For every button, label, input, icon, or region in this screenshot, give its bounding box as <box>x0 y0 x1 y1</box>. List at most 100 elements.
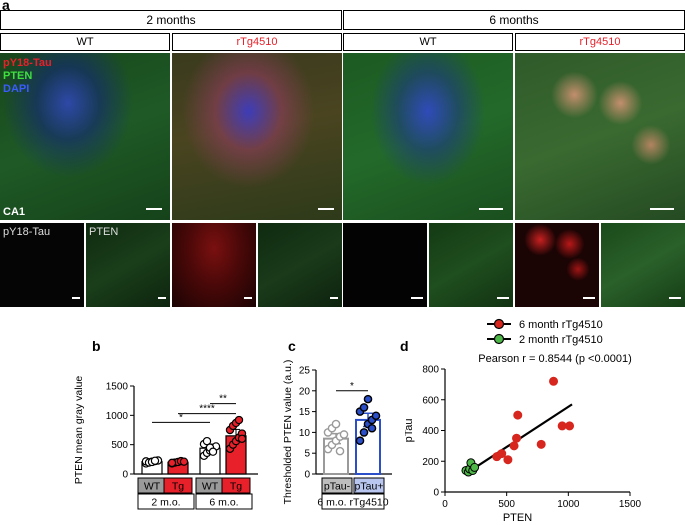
scale-bar <box>72 297 80 299</box>
y-tick-label: 600 <box>422 395 439 406</box>
micrograph-rtg-2m-merge <box>172 53 342 220</box>
age-header-2-months: 2 months <box>0 10 342 30</box>
y-tick-label: 5 <box>304 449 310 460</box>
category-label: pTau+ <box>355 481 384 493</box>
data-point <box>335 446 345 456</box>
micrograph-wt-2m-pten <box>86 223 170 307</box>
x-tick-label: 1500 <box>619 499 642 510</box>
data-point <box>331 419 341 429</box>
panel-d-label: d <box>400 338 409 354</box>
y-tick-label: 25 <box>299 366 311 377</box>
significance-label: **** <box>199 404 215 415</box>
micrograph-wt-6m-merge <box>343 53 513 220</box>
x-tick-label: 1000 <box>557 499 580 510</box>
y-axis-label: PTEN mean gray value <box>73 376 85 485</box>
micrograph-rtg-6m-pten <box>601 223 685 307</box>
scale-bar <box>411 297 423 299</box>
data-point <box>359 428 369 437</box>
scale-bar <box>479 208 503 210</box>
y-tick-label: 10 <box>299 428 311 439</box>
micrograph-rtg-6m-py18 <box>515 223 599 307</box>
group-label: 6 m.o. <box>209 497 238 509</box>
data-point <box>208 447 218 456</box>
y-tick-label: 200 <box>422 457 439 468</box>
data-point <box>367 423 377 433</box>
channel-label-py18: pY18-Tau <box>3 57 52 69</box>
legend-marker <box>493 318 505 330</box>
category-box <box>221 477 251 494</box>
group-box <box>195 493 253 510</box>
x-tick-label: 0 <box>442 499 448 510</box>
chart-c: 0 5 10 15 20 25 Thresholded PTEN value (a.u.) *… <box>282 360 392 510</box>
panel-a-label: a <box>2 0 10 13</box>
group-label: 6 m.o. rTg4510 <box>317 497 388 509</box>
genotype-header-rtg-6m: rTg4510 <box>515 33 685 51</box>
scale-bar <box>669 297 681 299</box>
scale-bar <box>650 208 674 210</box>
genotype-header-rtg-2m: rTg4510 <box>172 33 342 51</box>
split-label-py18: pY18-Tau <box>3 226 51 238</box>
genotype-header-wt-2m: WT <box>0 33 170 51</box>
scale-bar <box>146 208 162 210</box>
legend-label: 6 month rTg4510 <box>519 319 603 331</box>
micrograph-rtg-2m-pten <box>258 223 342 307</box>
data-point <box>359 403 369 412</box>
category-box <box>353 477 385 494</box>
panel-c-label: c <box>288 338 296 354</box>
micrograph-wt-6m-py18 <box>343 223 427 307</box>
annotation: Pearson r = 0.8544 (p <0.0001) <box>478 353 632 365</box>
y-tick-label: 400 <box>422 426 439 437</box>
category-label: Tg <box>172 481 184 493</box>
scale-bar <box>158 297 166 299</box>
micrograph-rtg-2m-py18 <box>172 223 256 307</box>
group-box <box>137 493 195 510</box>
data-point <box>237 434 247 444</box>
chart-d: 6 month rTg4510 2 month rTg4510 Pearson r … <box>405 318 642 524</box>
micrograph-rtg-6m-merge <box>515 53 685 220</box>
significance-label: * <box>350 381 354 392</box>
significance-label: * <box>179 412 183 423</box>
significance-label: ** <box>219 394 227 405</box>
scale-bar <box>497 297 509 299</box>
data-point <box>503 455 513 465</box>
y-axis-label: pTau <box>405 419 415 443</box>
data-point <box>371 411 381 421</box>
category-label: WT <box>202 481 219 493</box>
data-point <box>234 415 244 425</box>
genotype-header-wt-6m: WT <box>343 33 513 51</box>
scale-bar <box>244 297 252 299</box>
channel-label-pten: PTEN <box>3 70 33 82</box>
y-tick-label: 0 <box>304 470 310 481</box>
data-point <box>179 457 189 466</box>
micrograph-wt-2m-merge <box>0 53 170 220</box>
scale-bar <box>330 297 338 299</box>
y-tick-label: 800 <box>422 365 439 376</box>
data-point <box>167 458 177 468</box>
y-tick-label: 1500 <box>106 382 129 393</box>
category-box <box>321 477 353 494</box>
category-box <box>163 477 193 494</box>
category-label: pTau- <box>324 481 351 493</box>
y-tick-label: 0 <box>122 470 128 481</box>
data-point <box>565 421 575 431</box>
data-point <box>150 456 160 466</box>
x-tick-label: 500 <box>498 499 515 510</box>
legend-label: 2 month rTg4510 <box>519 334 603 346</box>
data-point <box>497 449 507 459</box>
data-point <box>355 436 365 446</box>
data-point <box>557 421 567 431</box>
data-point <box>549 376 559 386</box>
scale-bar <box>318 208 334 210</box>
micrograph-wt-2m-py18 <box>0 223 84 307</box>
y-tick-label: 20 <box>299 386 311 397</box>
category-label: WT <box>144 481 161 493</box>
y-tick-label: 500 <box>111 440 128 451</box>
y-axis-label: Thresholded PTEN value (a.u.) <box>282 360 294 505</box>
group-box <box>321 493 385 510</box>
scale-bar <box>583 297 595 299</box>
micrograph-wt-6m-pten <box>429 223 513 307</box>
y-tick-label: 0 <box>433 488 439 499</box>
legend-marker <box>493 333 505 345</box>
x-axis-label: PTEN <box>503 512 532 524</box>
